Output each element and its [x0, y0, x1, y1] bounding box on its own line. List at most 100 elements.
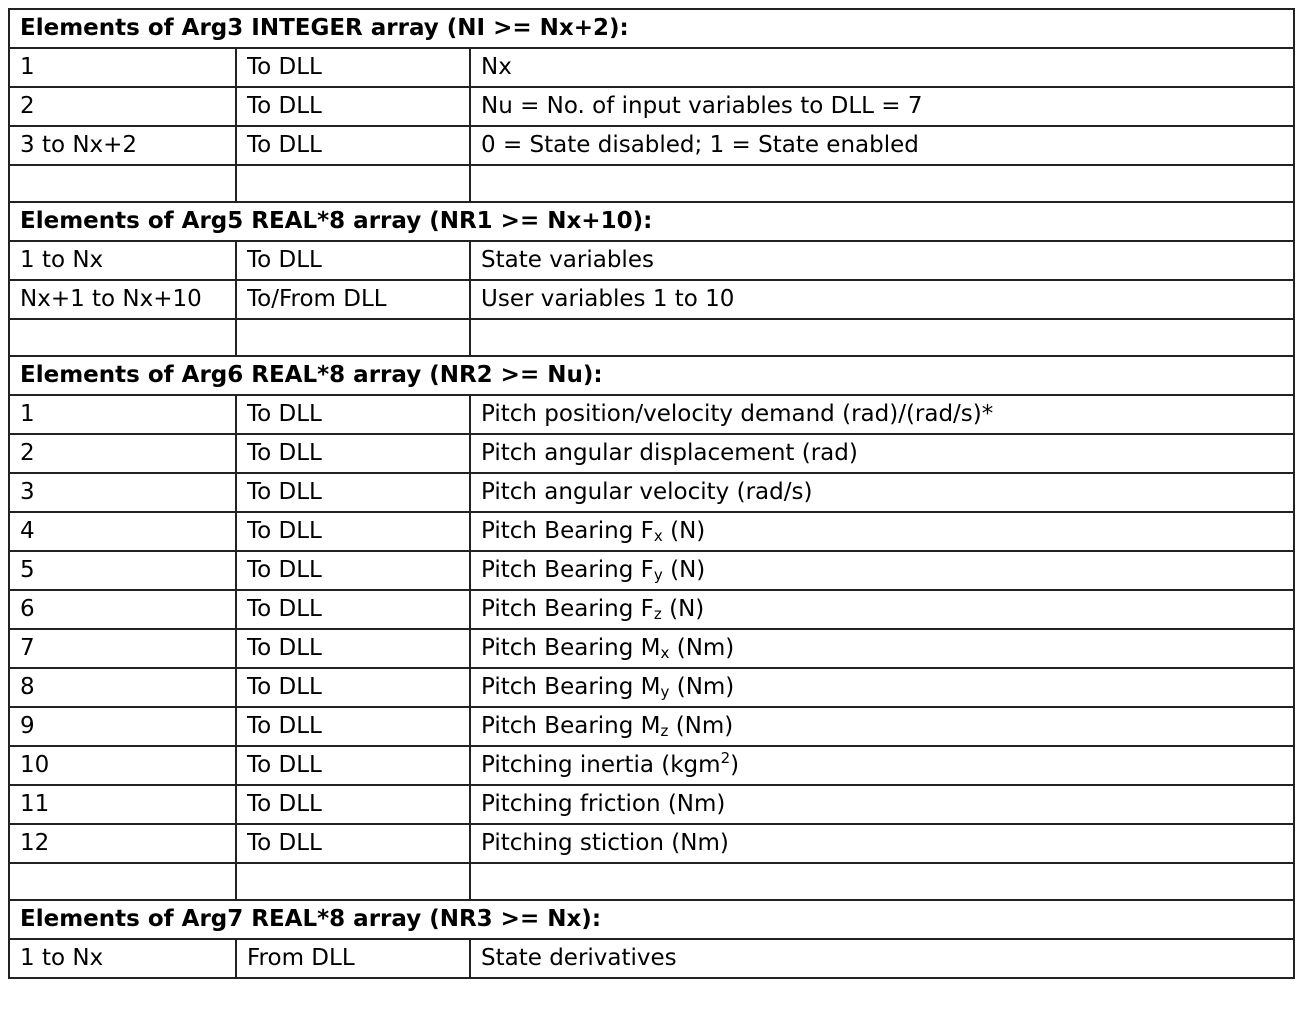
element-index-cell: 3 — [8, 472, 237, 513]
description-text: Pitch Bearing M — [481, 635, 661, 661]
direction-cell: To DLL — [235, 784, 471, 825]
description-text: 0 = State disabled; 1 = State enabled — [481, 132, 919, 158]
description-text: Nu = No. of input variables to DLL = 7 — [481, 93, 923, 119]
empty-cell — [235, 862, 471, 901]
description-text: User variables 1 to 10 — [481, 286, 735, 312]
description-text: State variables — [481, 247, 654, 273]
table-row: 1 To DLL Pitch position/velocity demand (r… — [8, 394, 1295, 435]
description-cell: Pitching inertia (kgm2) — [469, 745, 1295, 786]
description-suffix: (Nm) — [669, 635, 735, 661]
table-row: Nx+1 to Nx+10 To/From DLL User variables 1… — [8, 279, 1295, 320]
empty-cell — [469, 318, 1295, 357]
table-row: 5 To DLL Pitch Bearing Fy (N) — [8, 550, 1295, 591]
description-text: Pitch Bearing F — [481, 518, 654, 544]
table-row: 2 To DLL Nu = No. of input variables to DL… — [8, 86, 1295, 127]
description-text: Nx — [481, 54, 512, 80]
direction-cell: To DLL — [235, 472, 471, 513]
empty-cell — [8, 164, 237, 203]
element-index-cell: 9 — [8, 706, 237, 747]
description-cell: Pitching friction (Nm) — [469, 784, 1295, 825]
direction-cell: To DLL — [235, 823, 471, 864]
element-index-cell: 3 to Nx+2 — [8, 125, 237, 166]
description-text: Pitch angular displacement (rad) — [481, 440, 858, 466]
description-cell: User variables 1 to 10 — [469, 279, 1295, 320]
element-index-cell: 8 — [8, 667, 237, 708]
table-row: 7 To DLL Pitch Bearing Mx (Nm) — [8, 628, 1295, 669]
description-text: Pitch position/velocity demand (rad)/(ra… — [481, 401, 994, 427]
description-cell: Pitch Bearing Fx (N) — [469, 511, 1295, 552]
table-row: 1 To DLL Nx — [8, 47, 1295, 88]
description-suffix: (N) — [662, 557, 706, 583]
direction-cell: To DLL — [235, 745, 471, 786]
direction-cell: To DLL — [235, 394, 471, 435]
description-subscript: x — [660, 644, 670, 662]
blank-row — [8, 318, 1295, 357]
description-subscript: z — [660, 722, 669, 740]
description-suffix: (N) — [662, 518, 706, 544]
direction-cell: To DLL — [235, 433, 471, 474]
direction-cell: To DLL — [235, 550, 471, 591]
direction-cell: To DLL — [235, 628, 471, 669]
description-text: Pitching inertia (kgm — [481, 752, 721, 778]
empty-cell — [8, 318, 237, 357]
table-row: 1 to Nx From DLL State derivatives — [8, 938, 1295, 979]
direction-cell: To DLL — [235, 125, 471, 166]
empty-cell — [235, 318, 471, 357]
description-text: Pitching stiction (Nm) — [481, 830, 729, 856]
section-header-row: Elements of Arg7 REAL*8 array (NR3 >= Nx… — [8, 899, 1295, 940]
description-text: Pitch Bearing F — [481, 596, 654, 622]
section-header-row: Elements of Arg5 REAL*8 array (NR1 >= Nx… — [8, 201, 1295, 242]
element-index-cell: 4 — [8, 511, 237, 552]
description-text: State derivatives — [481, 945, 677, 971]
description-superscript: 2 — [720, 749, 731, 767]
table-row: 1 to Nx To DLL State variables — [8, 240, 1295, 281]
direction-cell: To DLL — [235, 86, 471, 127]
element-index-cell: 1 to Nx — [8, 938, 237, 979]
element-index-cell: 1 — [8, 47, 237, 88]
description-text: Pitch Bearing M — [481, 674, 661, 700]
direction-cell: To DLL — [235, 589, 471, 630]
description-suffix: (Nm) — [669, 674, 735, 700]
description-cell: Pitch Bearing Mz (Nm) — [469, 706, 1295, 747]
table-body: Elements of Arg3 INTEGER array (NI >= Nx… — [8, 8, 1295, 979]
description-text: Pitching friction (Nm) — [481, 791, 726, 817]
element-index-cell: 2 — [8, 433, 237, 474]
element-index-cell: 1 to Nx — [8, 240, 237, 281]
section-header-row: Elements of Arg3 INTEGER array (NI >= Nx… — [8, 8, 1295, 49]
description-suffix: (Nm) — [668, 713, 734, 739]
table-row: 6 To DLL Pitch Bearing Fz (N) — [8, 589, 1295, 630]
blank-row — [8, 164, 1295, 203]
description-cell: Pitch angular displacement (rad) — [469, 433, 1295, 474]
empty-cell — [469, 164, 1295, 203]
table-row: 4 To DLL Pitch Bearing Fx (N) — [8, 511, 1295, 552]
element-index-cell: 11 — [8, 784, 237, 825]
element-index-cell: 7 — [8, 628, 237, 669]
empty-cell — [469, 862, 1295, 901]
element-index-cell: 12 — [8, 823, 237, 864]
description-suffix: ) — [730, 752, 740, 778]
blank-row — [8, 862, 1295, 901]
description-cell: Nu = No. of input variables to DLL = 7 — [469, 86, 1295, 127]
table-row: 12 To DLL Pitching stiction (Nm) — [8, 823, 1295, 864]
description-text: Pitch Bearing M — [481, 713, 661, 739]
description-cell: Pitch Bearing Mx (Nm) — [469, 628, 1295, 669]
direction-cell: To DLL — [235, 706, 471, 747]
element-index-cell: 5 — [8, 550, 237, 591]
description-text: Pitch angular velocity (rad/s) — [481, 479, 813, 505]
description-cell: Pitching stiction (Nm) — [469, 823, 1295, 864]
description-subscript: y — [653, 566, 663, 584]
element-index-cell: 1 — [8, 394, 237, 435]
direction-cell: To DLL — [235, 47, 471, 88]
description-subscript: y — [660, 683, 670, 701]
description-subscript: z — [653, 605, 662, 623]
section-header-row: Elements of Arg6 REAL*8 array (NR2 >= Nu… — [8, 355, 1295, 396]
table-row: 2 To DLL Pitch angular displacement (rad) — [8, 433, 1295, 474]
description-cell: Nx — [469, 47, 1295, 88]
element-index-cell: Nx+1 to Nx+10 — [8, 279, 237, 320]
description-cell: Pitch angular velocity (rad/s) — [469, 472, 1295, 513]
section-title: Elements of Arg5 REAL*8 array (NR1 >= Nx… — [8, 201, 1295, 242]
table-row: 9 To DLL Pitch Bearing Mz (Nm) — [8, 706, 1295, 747]
section-title: Elements of Arg6 REAL*8 array (NR2 >= Nu… — [8, 355, 1295, 396]
table-row: 8 To DLL Pitch Bearing My (Nm) — [8, 667, 1295, 708]
table-row: 10 To DLL Pitching inertia (kgm2) — [8, 745, 1295, 786]
